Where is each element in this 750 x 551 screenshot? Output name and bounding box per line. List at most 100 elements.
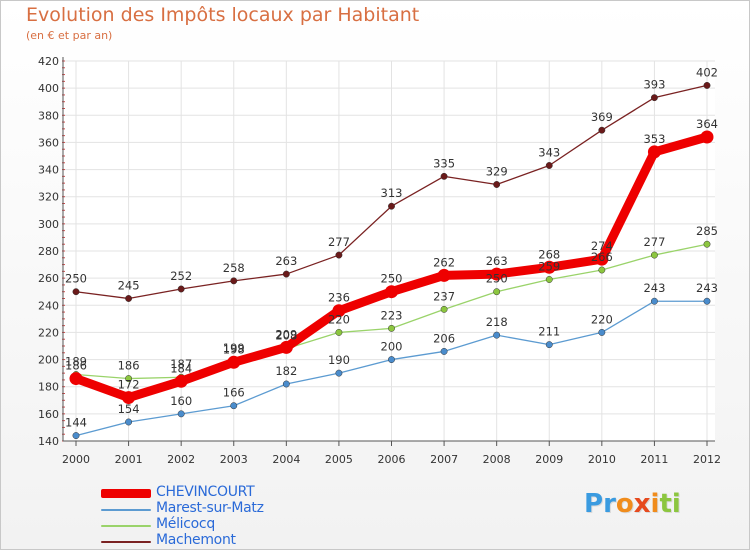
data-point bbox=[493, 331, 501, 339]
data-point bbox=[230, 402, 238, 410]
data-label: 258 bbox=[223, 261, 245, 275]
legend-label: CHEVINCOURT bbox=[156, 484, 255, 500]
x-tick-label: 2007 bbox=[430, 453, 458, 466]
data-point bbox=[388, 356, 395, 364]
data-label: 259 bbox=[538, 260, 560, 274]
data-label: 263 bbox=[486, 254, 508, 268]
data-point bbox=[332, 304, 346, 318]
data-point bbox=[122, 391, 136, 405]
data-point bbox=[598, 266, 606, 274]
data-label: 237 bbox=[433, 289, 455, 303]
y-tick-label: 260 bbox=[38, 272, 59, 285]
data-label: 329 bbox=[486, 165, 508, 179]
y-tick-label: 140 bbox=[38, 435, 59, 448]
y-tick-label: 380 bbox=[38, 109, 59, 122]
data-label: 172 bbox=[118, 378, 140, 392]
data-point bbox=[335, 369, 343, 377]
data-point bbox=[385, 285, 398, 299]
data-label: 218 bbox=[486, 315, 508, 329]
x-tick-label: 2012 bbox=[693, 453, 721, 466]
legend-swatch bbox=[101, 509, 151, 511]
data-label: 166 bbox=[223, 386, 245, 400]
data-label: 184 bbox=[170, 361, 192, 375]
data-label: 154 bbox=[118, 402, 140, 416]
data-label: 285 bbox=[696, 224, 718, 238]
logo-letter: P bbox=[584, 489, 604, 519]
data-label: 262 bbox=[433, 255, 455, 269]
data-point bbox=[703, 297, 711, 305]
legend: CHEVINCOURT Marest-sur-Matz Mélicocq Machem… bbox=[101, 484, 401, 549]
data-point bbox=[650, 297, 658, 305]
y-tick-label: 240 bbox=[38, 299, 59, 312]
data-label: 250 bbox=[65, 272, 87, 286]
x-tick-label: 2002 bbox=[167, 453, 195, 466]
data-point bbox=[650, 251, 658, 259]
y-tick-label: 200 bbox=[38, 354, 59, 367]
y-tick-label: 320 bbox=[38, 191, 59, 204]
data-point bbox=[700, 130, 714, 144]
data-point bbox=[703, 81, 711, 89]
legend-swatch bbox=[101, 489, 151, 498]
x-tick-label: 2006 bbox=[378, 453, 406, 466]
data-point bbox=[598, 126, 606, 134]
y-tick-label: 420 bbox=[38, 55, 59, 68]
data-label: 364 bbox=[696, 117, 718, 131]
data-label: 245 bbox=[118, 279, 140, 293]
y-tick-label: 300 bbox=[38, 218, 59, 231]
data-label: 277 bbox=[643, 235, 665, 249]
data-label: 250 bbox=[486, 272, 508, 286]
data-label: 160 bbox=[170, 394, 192, 408]
logo-letter: i bbox=[671, 489, 681, 519]
legend-swatch bbox=[101, 541, 151, 543]
logo-letter: r bbox=[603, 489, 616, 519]
data-label: 211 bbox=[538, 325, 560, 339]
x-tick-label: 2000 bbox=[62, 453, 90, 466]
legend-label: Marest-sur-Matz bbox=[156, 500, 264, 516]
data-point bbox=[440, 305, 448, 313]
data-label: 236 bbox=[328, 291, 350, 305]
legend-item: Mélicocq bbox=[101, 516, 401, 533]
data-label: 343 bbox=[538, 146, 560, 160]
data-label: 393 bbox=[643, 78, 665, 92]
data-label: 200 bbox=[381, 340, 403, 354]
data-label: 198 bbox=[223, 342, 245, 356]
data-point bbox=[647, 145, 661, 159]
data-point bbox=[125, 295, 133, 302]
data-label: 220 bbox=[328, 312, 350, 326]
data-point bbox=[125, 375, 133, 383]
data-point bbox=[440, 347, 448, 355]
legend-item: CHEVINCOURT bbox=[101, 484, 401, 501]
data-point bbox=[72, 432, 80, 440]
legend-swatch bbox=[101, 525, 151, 527]
data-point bbox=[177, 285, 185, 293]
data-label: 268 bbox=[538, 247, 560, 261]
data-label: 313 bbox=[381, 186, 403, 200]
data-point bbox=[545, 341, 553, 349]
data-label: 189 bbox=[65, 355, 87, 369]
y-tick-label: 220 bbox=[38, 326, 59, 339]
data-point bbox=[493, 181, 501, 188]
data-point bbox=[335, 328, 343, 336]
x-tick-label: 2010 bbox=[588, 453, 616, 466]
data-label: 266 bbox=[591, 250, 613, 264]
data-point bbox=[437, 268, 451, 282]
data-point bbox=[490, 267, 504, 281]
data-label: 243 bbox=[696, 281, 718, 295]
data-label: 206 bbox=[433, 331, 455, 345]
data-point bbox=[388, 202, 395, 210]
data-point bbox=[279, 340, 293, 354]
data-label: 190 bbox=[328, 353, 350, 367]
data-point bbox=[545, 162, 553, 169]
chart-subtitle: (en € et par an) bbox=[26, 29, 113, 42]
data-point bbox=[650, 94, 658, 102]
data-point bbox=[335, 251, 343, 259]
data-point bbox=[282, 380, 290, 388]
data-point bbox=[282, 270, 290, 278]
logo-letter: t bbox=[659, 489, 672, 519]
data-label: 402 bbox=[696, 65, 718, 79]
data-point bbox=[230, 277, 238, 285]
data-label: 187 bbox=[170, 357, 192, 371]
data-label: 274 bbox=[591, 239, 613, 253]
data-point bbox=[542, 260, 556, 274]
